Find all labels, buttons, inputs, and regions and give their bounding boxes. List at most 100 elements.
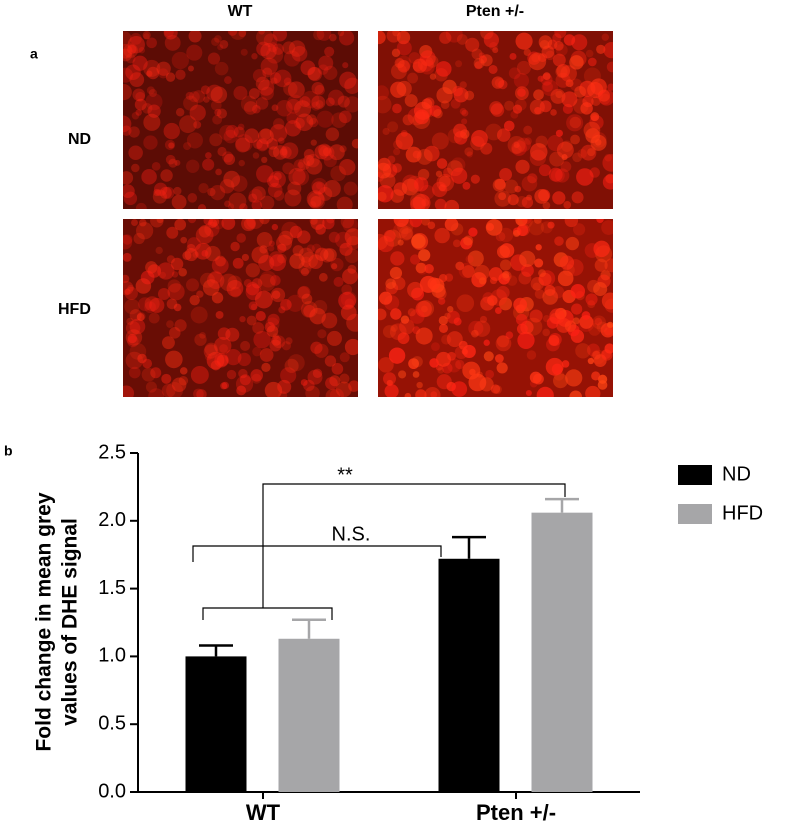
bracket <box>192 545 442 562</box>
cell <box>548 167 563 182</box>
cell <box>161 373 172 384</box>
cell <box>243 219 256 230</box>
cell <box>594 258 608 272</box>
cell <box>333 276 344 287</box>
cell <box>280 299 292 311</box>
cell <box>187 237 201 251</box>
cell <box>585 385 601 397</box>
cell <box>189 294 200 306</box>
cell <box>223 153 236 165</box>
cell <box>206 271 225 290</box>
cell <box>390 81 407 98</box>
cell <box>276 234 293 251</box>
cell <box>328 231 340 243</box>
cell <box>230 175 248 192</box>
cell <box>473 320 491 337</box>
cell <box>132 55 148 71</box>
cell <box>392 103 402 114</box>
cell <box>127 36 145 54</box>
cell <box>499 259 512 271</box>
cell <box>273 172 282 181</box>
cell <box>186 243 196 253</box>
cell <box>553 373 568 389</box>
cell <box>240 95 258 112</box>
cell <box>306 114 317 125</box>
cell <box>382 127 390 136</box>
cell <box>132 88 146 102</box>
cell <box>483 32 499 48</box>
cell <box>145 381 158 393</box>
cell <box>489 101 503 115</box>
cell <box>287 181 302 196</box>
cell <box>284 358 299 373</box>
cell <box>339 373 350 384</box>
cell <box>338 291 356 310</box>
cell <box>296 286 310 300</box>
cell <box>282 162 295 175</box>
cell <box>445 31 463 43</box>
bar <box>438 558 500 792</box>
cell <box>421 198 430 207</box>
cell <box>325 376 338 390</box>
cell <box>180 236 187 244</box>
cell <box>344 77 358 94</box>
cell <box>251 53 258 60</box>
cell <box>226 369 237 380</box>
cell <box>563 201 572 209</box>
cell <box>346 235 358 250</box>
cell <box>496 335 510 348</box>
cell <box>310 219 325 230</box>
cell <box>123 252 132 262</box>
cell <box>505 331 514 339</box>
y-axis-title: values of DHE signal <box>59 518 82 726</box>
cell <box>511 144 522 154</box>
cell <box>271 223 279 231</box>
cell <box>410 196 426 209</box>
cell <box>135 278 152 294</box>
cell <box>538 269 546 278</box>
cell <box>266 138 279 150</box>
cell <box>379 172 396 189</box>
cell <box>339 145 347 153</box>
cell <box>541 79 559 96</box>
cell <box>160 169 173 182</box>
cell <box>468 373 487 392</box>
cell <box>580 102 593 115</box>
cell <box>560 161 572 172</box>
cell <box>245 282 260 296</box>
cell <box>238 368 248 379</box>
cell <box>530 277 544 291</box>
cell <box>229 31 247 40</box>
cell <box>331 263 338 270</box>
cell <box>450 167 468 184</box>
cell <box>409 219 422 228</box>
cell <box>123 115 132 133</box>
annotation: N.S. <box>332 523 371 545</box>
cell <box>136 312 146 321</box>
cell <box>555 65 568 78</box>
cell <box>384 384 399 397</box>
cell <box>158 68 169 79</box>
cell <box>592 350 601 360</box>
cell <box>157 287 171 301</box>
cell <box>591 371 601 381</box>
cell <box>272 333 279 340</box>
cell <box>125 329 143 346</box>
cell <box>397 60 410 73</box>
cell <box>514 98 527 111</box>
cell <box>129 318 146 335</box>
cell <box>254 290 273 309</box>
cell <box>314 144 329 160</box>
cell <box>501 270 512 281</box>
cell <box>438 297 446 305</box>
cell <box>415 389 427 397</box>
cell <box>310 341 323 354</box>
cell <box>330 257 344 272</box>
cell <box>378 185 394 203</box>
cell <box>207 187 216 197</box>
cell <box>322 219 335 230</box>
cell <box>452 239 461 248</box>
cell <box>238 31 247 38</box>
cell <box>146 86 155 95</box>
